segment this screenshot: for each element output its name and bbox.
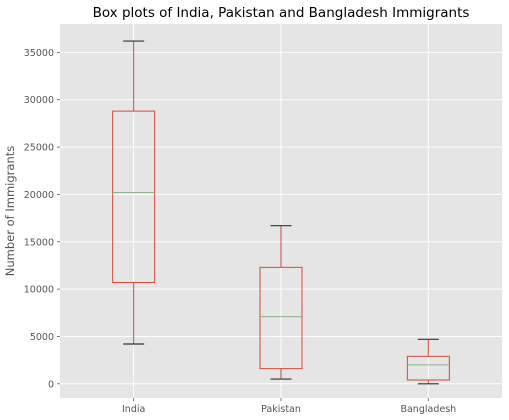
iqr-box	[112, 110, 156, 283]
y-tick-label: 25000	[24, 143, 54, 154]
box-bangladesh	[406, 338, 450, 385]
x-axis-ticks: India Pakistan Bangladesh	[122, 398, 456, 415]
iqr-box	[406, 355, 450, 381]
y-axis-ticks: 0 5000 10000 15000 20000 25000 30000 35000	[24, 48, 60, 390]
y-tick-label: 5000	[30, 332, 54, 343]
box-pakistan	[259, 225, 303, 380]
y-tick-label: 10000	[24, 285, 54, 296]
x-tick-label: India	[122, 404, 145, 415]
y-tick-label: 35000	[24, 48, 54, 59]
iqr-box	[259, 266, 303, 370]
x-tick-label: Pakistan	[261, 404, 301, 415]
chart-title: Box plots of India, Pakistan and Banglad…	[93, 5, 470, 21]
y-tick-label: 0	[48, 379, 54, 390]
box-india	[112, 40, 156, 345]
boxes-layer	[112, 40, 450, 385]
x-tick-label: Bangladesh	[400, 404, 456, 415]
y-tick-label: 15000	[24, 237, 54, 248]
y-tick-label: 30000	[24, 95, 54, 106]
y-axis-label: Number of Immigrants	[3, 146, 17, 276]
y-tick-label: 20000	[24, 190, 54, 201]
